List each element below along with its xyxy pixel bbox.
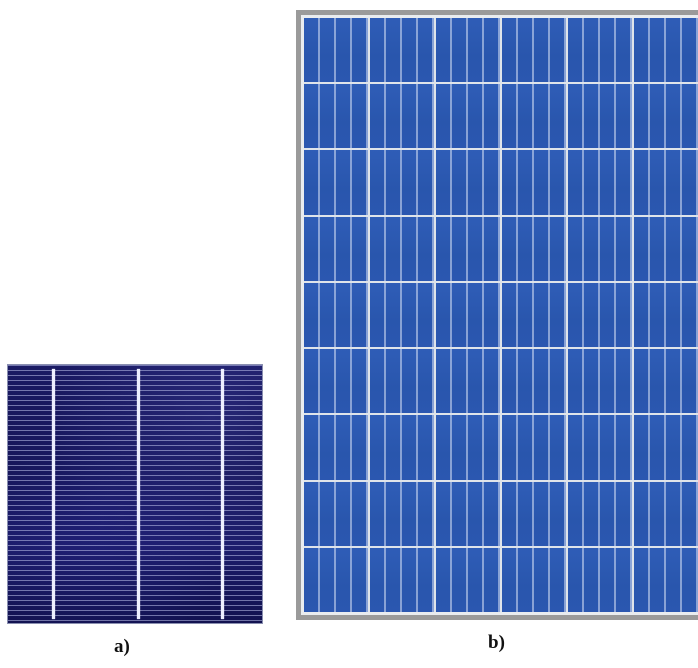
panel-cell <box>370 349 434 414</box>
panel-cell <box>634 415 698 480</box>
panel-cell <box>502 349 566 414</box>
panel-cell <box>502 547 566 612</box>
caption-b: b) <box>488 632 505 653</box>
solar-panel-image <box>296 10 698 620</box>
panel-cell <box>436 547 500 612</box>
panel-cell <box>568 349 632 414</box>
panel-cell <box>304 18 368 83</box>
panel-cell <box>502 84 566 149</box>
panel-cell <box>436 84 500 149</box>
panel-cell <box>370 18 434 83</box>
panel-cell <box>436 415 500 480</box>
cell-finger-lines <box>8 365 262 623</box>
panel-cell <box>436 216 500 281</box>
panel-cell <box>436 481 500 546</box>
panel-cell <box>568 84 632 149</box>
cell-busbar <box>221 369 224 619</box>
panel-cell <box>502 481 566 546</box>
panel-cell <box>568 18 632 83</box>
panel-cell <box>634 349 698 414</box>
panel-cell <box>634 18 698 83</box>
panel-cell <box>304 216 368 281</box>
panel-cell <box>634 150 698 215</box>
panel-cell <box>502 282 566 348</box>
panel-cell <box>370 415 434 480</box>
panel-cell <box>304 282 368 348</box>
caption-a: a) <box>114 636 130 657</box>
solar-panel-grid <box>304 18 698 612</box>
cell-busbar <box>137 369 140 619</box>
panel-cell <box>634 282 698 348</box>
panel-cell <box>436 150 500 215</box>
panel-cell <box>370 216 434 281</box>
panel-cell <box>436 18 500 83</box>
panel-cell <box>304 481 368 546</box>
panel-cell <box>370 84 434 149</box>
cell-busbar <box>52 369 55 619</box>
panel-cell <box>568 415 632 480</box>
panel-cell <box>634 84 698 149</box>
panel-cell <box>370 481 434 546</box>
panel-cell <box>634 481 698 546</box>
panel-cell <box>304 349 368 414</box>
panel-cell <box>436 349 500 414</box>
panel-cell <box>370 547 434 612</box>
panel-cell <box>304 84 368 149</box>
panel-cell <box>568 282 632 348</box>
solar-cell-image <box>7 364 263 624</box>
panel-cell <box>370 282 434 348</box>
panel-cell <box>568 150 632 215</box>
panel-cell <box>634 547 698 612</box>
panel-cell <box>304 150 368 215</box>
panel-cell <box>436 282 500 348</box>
panel-cell <box>304 415 368 480</box>
panel-cell <box>502 150 566 215</box>
panel-cell <box>568 481 632 546</box>
panel-cell <box>502 216 566 281</box>
panel-cell <box>304 547 368 612</box>
panel-cell <box>502 415 566 480</box>
panel-cell <box>502 18 566 83</box>
panel-cell <box>568 216 632 281</box>
panel-cell <box>634 216 698 281</box>
panel-cell <box>568 547 632 612</box>
panel-cell <box>370 150 434 215</box>
